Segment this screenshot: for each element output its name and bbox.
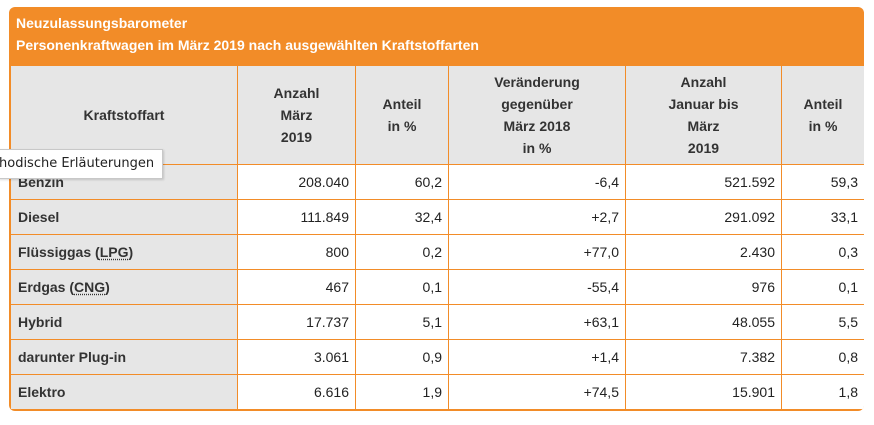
cell-share: 0,1: [355, 269, 449, 305]
cell-change: +1,4: [448, 339, 626, 375]
cell-count-ytd: 976: [625, 269, 782, 305]
table-row: Diesel 111.849 32,4 +2,7 291.092 33,1: [10, 199, 864, 235]
table-title: Neuzulassungsbarometer: [16, 15, 188, 31]
cell-count: 208.040: [237, 164, 356, 200]
data-table: Kraftstoffart Anzahl März 2019 Anteil in…: [10, 65, 864, 410]
panel-header: Neuzulassungsbarometer Personenkraftwage…: [9, 7, 864, 65]
fuel-label: Hybrid: [10, 304, 238, 340]
cell-change: -6,4: [448, 164, 626, 200]
fuel-label: Elektro: [10, 374, 238, 410]
cell-share-ytd: 5,5: [781, 304, 864, 340]
cell-count-ytd: 521.592: [625, 164, 782, 200]
table-row: Hybrid 17.737 5,1 +63,1 48.055 5,5: [10, 304, 864, 340]
table-row: Erdgas (CNG) 467 0,1 -55,4 976 0,1: [10, 269, 864, 305]
cell-share: 32,4: [355, 199, 449, 235]
cell-change: +2,7: [448, 199, 626, 235]
cell-share: 5,1: [355, 304, 449, 340]
col-header-count-ytd: Anzahl Januar bis März 2019: [625, 65, 782, 165]
abbreviation-cng[interactable]: CNG: [74, 279, 106, 295]
fuel-label: Erdgas (CNG): [10, 269, 238, 305]
cell-count: 17.737: [237, 304, 356, 340]
cell-change: +77,0: [448, 234, 626, 270]
col-header-share-ytd: Anteil in %: [781, 65, 864, 165]
cell-count: 111.849: [237, 199, 356, 235]
cell-share-ytd: 0,1: [781, 269, 864, 305]
fuel-label: Diesel: [10, 199, 238, 235]
cell-share: 1,9: [355, 374, 449, 410]
cell-share: 0,9: [355, 339, 449, 375]
col-header-count-march: Anzahl März 2019: [237, 65, 356, 165]
cell-share-ytd: 1,8: [781, 374, 864, 410]
table-row: Flüssiggas (LPG) 800 0,2 +77,0 2.430 0,3: [10, 234, 864, 270]
cell-share-ytd: 59,3: [781, 164, 864, 200]
col-header-share-march: Anteil in %: [355, 65, 449, 165]
table-row: darunter Plug-in 3.061 0,9 +1,4 7.382 0,…: [10, 339, 864, 375]
cell-count: 800: [237, 234, 356, 270]
table-row: Elektro 6.616 1,9 +74,5 15.901 1,8: [10, 374, 864, 410]
cell-change: +74,5: [448, 374, 626, 410]
cell-share: 0,2: [355, 234, 449, 270]
cell-count-ytd: 291.092: [625, 199, 782, 235]
cell-share-ytd: 0,8: [781, 339, 864, 375]
abbreviation-lpg[interactable]: LPG: [99, 244, 129, 260]
header-row: Kraftstoffart Anzahl März 2019 Anteil in…: [10, 65, 864, 165]
barometer-panel: Neuzulassungsbarometer Personenkraftwage…: [9, 7, 864, 411]
cell-share-ytd: 0,3: [781, 234, 864, 270]
col-header-fuel: Kraftstoffart: [10, 65, 238, 165]
cell-count: 467: [237, 269, 356, 305]
cell-count-ytd: 48.055: [625, 304, 782, 340]
cell-count-ytd: 7.382: [625, 339, 782, 375]
tooltip: hodische Erläuterungen: [0, 149, 163, 179]
cell-change: -55,4: [448, 269, 626, 305]
col-header-change: Veränderung gegenüber März 2018 in %: [448, 65, 626, 165]
cell-count: 6.616: [237, 374, 356, 410]
cell-count-ytd: 2.430: [625, 234, 782, 270]
cell-count-ytd: 15.901: [625, 374, 782, 410]
cell-count: 3.061: [237, 339, 356, 375]
fuel-label: Flüssiggas (LPG): [10, 234, 238, 270]
cell-share: 60,2: [355, 164, 449, 200]
table-subtitle: Personenkraftwagen im März 2019 nach aus…: [16, 37, 479, 53]
cell-share-ytd: 33,1: [781, 199, 864, 235]
fuel-label: darunter Plug-in: [10, 339, 238, 375]
cell-change: +63,1: [448, 304, 626, 340]
